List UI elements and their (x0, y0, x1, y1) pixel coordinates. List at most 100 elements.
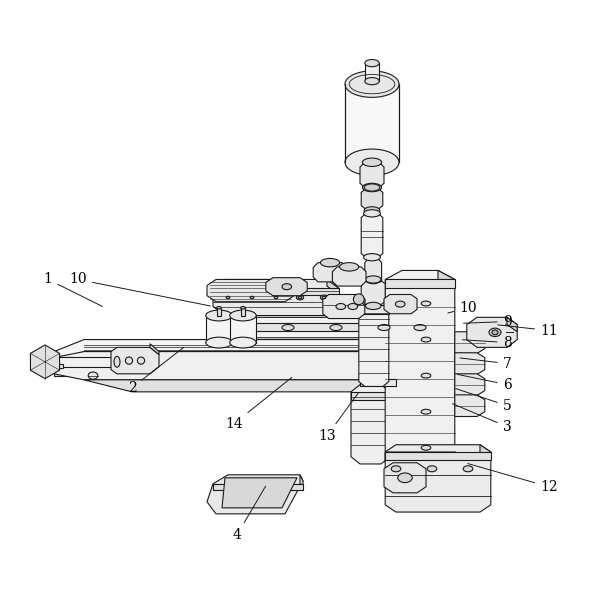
Polygon shape (369, 254, 377, 256)
Polygon shape (313, 263, 347, 282)
Polygon shape (480, 445, 491, 460)
Polygon shape (206, 316, 232, 343)
Polygon shape (360, 162, 384, 188)
Ellipse shape (489, 328, 501, 337)
Text: 12: 12 (467, 463, 558, 494)
Polygon shape (365, 255, 382, 284)
Ellipse shape (206, 310, 232, 321)
Ellipse shape (241, 307, 245, 309)
Ellipse shape (274, 296, 278, 299)
Ellipse shape (320, 295, 328, 300)
Ellipse shape (336, 304, 346, 310)
Ellipse shape (427, 466, 437, 472)
Polygon shape (327, 279, 339, 295)
Polygon shape (359, 294, 365, 305)
Polygon shape (207, 475, 303, 514)
Ellipse shape (230, 337, 256, 348)
Ellipse shape (224, 295, 232, 300)
Polygon shape (360, 376, 455, 383)
Ellipse shape (282, 325, 294, 331)
Polygon shape (361, 279, 385, 306)
Text: 3: 3 (452, 404, 511, 434)
Ellipse shape (206, 337, 232, 348)
Polygon shape (455, 353, 485, 374)
Polygon shape (361, 188, 383, 210)
Ellipse shape (364, 254, 380, 261)
Ellipse shape (365, 302, 381, 310)
Polygon shape (360, 379, 396, 386)
Ellipse shape (330, 325, 342, 331)
Polygon shape (207, 279, 294, 302)
Polygon shape (455, 374, 485, 395)
Ellipse shape (391, 466, 401, 472)
Ellipse shape (125, 357, 133, 364)
Ellipse shape (348, 304, 358, 310)
Ellipse shape (395, 301, 405, 307)
Ellipse shape (421, 409, 431, 414)
Ellipse shape (345, 71, 399, 97)
Polygon shape (361, 213, 383, 257)
Polygon shape (507, 317, 517, 332)
Ellipse shape (340, 263, 359, 271)
Ellipse shape (296, 295, 304, 300)
Ellipse shape (463, 466, 473, 472)
Polygon shape (230, 316, 256, 343)
Polygon shape (213, 484, 303, 490)
Polygon shape (300, 475, 303, 490)
Ellipse shape (398, 473, 412, 483)
Ellipse shape (365, 59, 379, 67)
Polygon shape (54, 352, 459, 380)
Ellipse shape (230, 310, 256, 321)
Polygon shape (359, 305, 389, 314)
Text: 4: 4 (233, 486, 266, 542)
Ellipse shape (421, 445, 431, 450)
Polygon shape (54, 370, 459, 376)
Ellipse shape (226, 296, 230, 299)
Polygon shape (384, 294, 417, 314)
Polygon shape (213, 279, 339, 316)
Ellipse shape (364, 210, 380, 217)
Ellipse shape (282, 284, 292, 290)
Ellipse shape (365, 276, 381, 283)
Polygon shape (351, 385, 390, 464)
Text: 1: 1 (44, 272, 103, 307)
Polygon shape (426, 317, 438, 331)
Ellipse shape (365, 78, 379, 85)
Polygon shape (111, 347, 159, 374)
Text: 5: 5 (455, 388, 511, 413)
Polygon shape (332, 267, 366, 286)
Text: 10: 10 (69, 272, 210, 306)
Ellipse shape (421, 373, 431, 378)
Ellipse shape (492, 330, 498, 335)
Text: 6: 6 (458, 374, 511, 392)
Ellipse shape (345, 149, 399, 175)
Text: 11: 11 (498, 323, 558, 338)
Text: 10: 10 (448, 300, 477, 315)
Polygon shape (365, 63, 379, 81)
Polygon shape (219, 317, 438, 338)
Polygon shape (384, 463, 426, 493)
Ellipse shape (114, 356, 120, 367)
Ellipse shape (88, 372, 98, 379)
Polygon shape (385, 279, 455, 288)
Polygon shape (385, 445, 491, 512)
Ellipse shape (364, 184, 380, 191)
Polygon shape (455, 395, 485, 416)
Ellipse shape (320, 258, 340, 267)
Polygon shape (438, 270, 455, 288)
Polygon shape (467, 317, 517, 347)
Polygon shape (323, 294, 365, 319)
Ellipse shape (414, 325, 426, 331)
Polygon shape (57, 357, 117, 367)
Polygon shape (31, 345, 59, 379)
Polygon shape (345, 84, 399, 162)
Polygon shape (385, 452, 491, 460)
Polygon shape (150, 344, 159, 355)
Polygon shape (359, 300, 389, 386)
Polygon shape (54, 340, 459, 361)
Text: 9: 9 (464, 314, 511, 329)
Ellipse shape (217, 307, 221, 309)
Ellipse shape (248, 295, 256, 300)
Text: 8: 8 (463, 335, 511, 350)
Polygon shape (219, 323, 438, 331)
